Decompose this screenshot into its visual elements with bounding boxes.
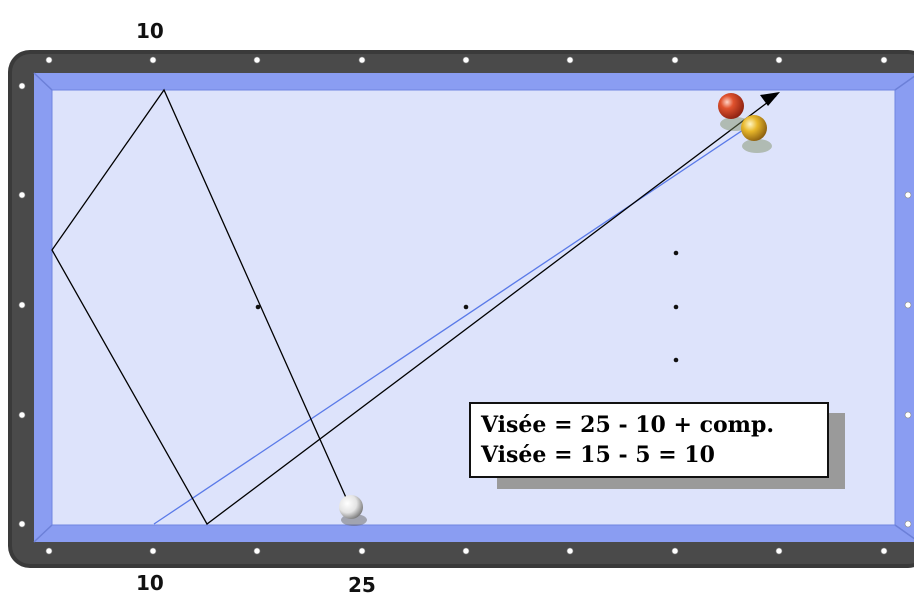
formula-line-1: Visée = 25 - 10 + comp. — [481, 412, 774, 438]
right-rail-diamonds — [904, 191, 912, 528]
bottom-rail-diamonds — [45, 547, 888, 555]
bottom-right-diamond-label: 25 — [348, 573, 376, 597]
aim-reference-line — [153, 123, 753, 525]
formula-line-2: Visée = 15 - 5 = 10 — [481, 442, 715, 468]
cue-ball-path — [51, 88, 777, 525]
yellow-ball — [741, 115, 772, 153]
red-ball — [718, 93, 750, 131]
bottom-left-diamond-label: 10 — [136, 571, 164, 595]
formula-box: Visée = 25 - 10 + comp. Visée = 15 - 5 =… — [469, 402, 829, 478]
top-diamond-label: 10 — [136, 19, 164, 43]
cloth-spots — [255, 250, 679, 363]
arrow-head-icon — [760, 92, 780, 106]
top-rail-diamonds — [45, 56, 888, 64]
left-rail-diamonds — [18, 82, 26, 528]
cue-ball — [339, 495, 367, 526]
